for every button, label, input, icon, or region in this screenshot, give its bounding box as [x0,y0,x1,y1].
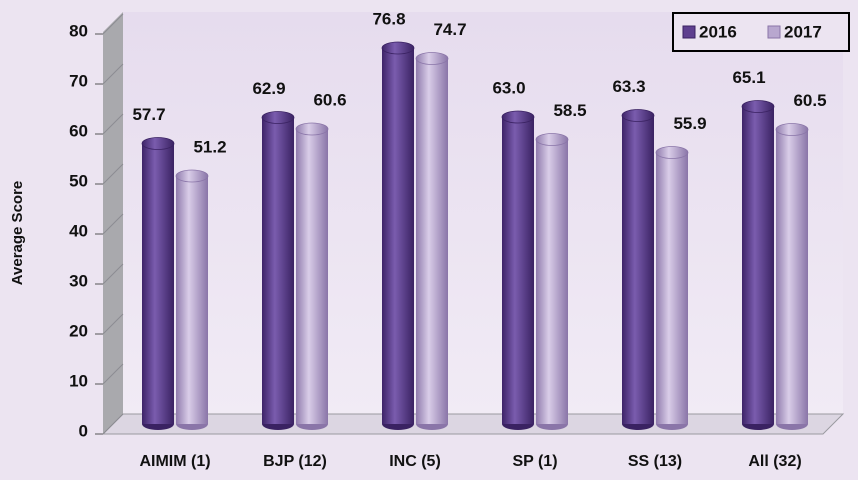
bar [656,152,688,424]
value-label: 76.8 [372,9,405,28]
legend-box [672,12,850,52]
bar [742,106,774,424]
bar-top [175,169,209,183]
legend-swatch [767,25,781,39]
value-label: 51.2 [193,137,226,156]
grid-line [102,13,124,35]
bar-top [655,146,689,159]
grid-line [102,363,124,385]
x-tick-label: INC (5) [389,453,441,470]
y-tick-label: 40 [69,221,88,240]
bar-top [141,137,175,150]
x-tick-label: SS (13) [628,453,682,470]
bar-top [381,41,415,55]
bar [776,129,808,424]
value-label: 58.5 [553,101,586,120]
legend-label: 2017 [784,22,822,41]
bar-top [501,110,535,124]
y-tick-label: 60 [69,121,88,140]
y-tick-label: 80 [69,21,88,40]
bar-top [261,111,295,124]
value-label: 55.9 [673,114,706,133]
value-label: 60.6 [313,90,346,109]
bar-top [415,52,449,65]
value-label: 65.1 [732,68,765,87]
legend-label: 2016 [699,22,737,41]
y-tick-label: 0 [79,421,88,440]
bar [176,176,208,424]
bar [536,139,568,424]
bar-top [535,133,569,146]
value-label: 57.7 [132,105,165,124]
y-tick-label: 70 [69,71,88,90]
grid-line [102,413,124,435]
x-tick-label: AIMIM (1) [139,453,210,470]
grid-line [102,113,124,135]
y-tick-label: 30 [69,271,88,290]
bar-top [295,122,329,136]
x-tick-label: BJP (12) [263,453,327,470]
grid-line [102,313,124,335]
bar-top [741,100,775,113]
value-label: 62.9 [252,79,285,98]
value-label: 63.0 [492,78,525,97]
y-axis-label: Average Score [9,181,26,286]
bar [382,48,414,424]
x-tick-label: SP (1) [512,453,557,470]
bar-top [621,109,655,122]
value-label: 74.7 [433,20,466,39]
value-label: 60.5 [793,91,826,110]
y-tick-label: 20 [69,321,88,340]
bar [142,143,174,424]
bar [416,58,448,424]
bar [262,117,294,424]
grid-line [102,263,124,285]
grid-line [102,163,124,185]
x-tick-label: All (32) [748,453,801,470]
bar [502,117,534,424]
side-wall [103,12,123,434]
value-label: 63.3 [612,77,645,96]
bar [296,129,328,424]
bar-top [775,123,809,136]
bar [622,115,654,424]
legend-swatch [682,25,696,39]
y-tick-label: 50 [69,171,88,190]
grid-line [102,63,124,85]
grid-line [102,213,124,235]
y-tick-label: 10 [69,371,88,390]
floor [101,413,845,435]
